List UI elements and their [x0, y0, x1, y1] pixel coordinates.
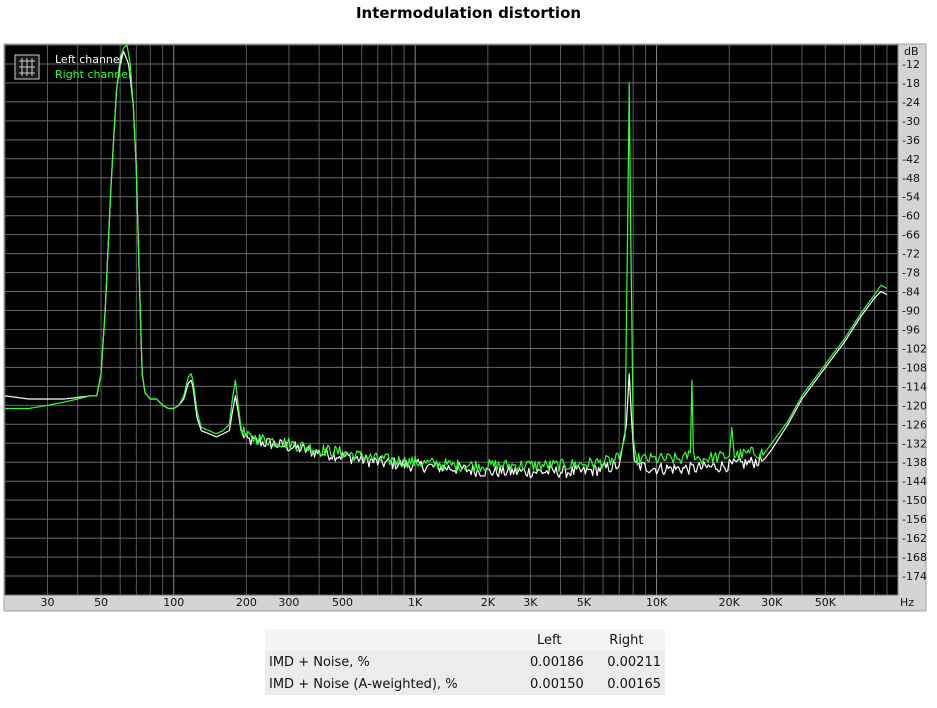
chart-title: Intermodulation distortion: [355, 4, 582, 22]
y-tick-label: -84: [902, 286, 920, 299]
y-tick-label: -114: [902, 380, 927, 393]
row-value-right: 0.00165: [607, 676, 661, 692]
results-header-label: [265, 629, 511, 651]
row-value-left: 0.00150: [530, 676, 584, 692]
x-tick-label: 30K: [761, 596, 783, 609]
y-tick-label: -78: [902, 267, 920, 280]
y-tick-label: -18: [902, 77, 920, 90]
x-tick-label: 20K: [719, 596, 741, 609]
y-tick-label: -36: [902, 134, 920, 147]
results-header-left: Left: [536, 632, 562, 648]
y-tick-label: -174: [902, 570, 927, 583]
x-tick-label: 10K: [646, 596, 668, 609]
results-table: Left Right IMD + Noise, % 0.00186 0.0021…: [265, 629, 665, 695]
x-tick-label: 1K: [408, 596, 423, 609]
x-tick-label: 300: [278, 596, 299, 609]
y-tick-label: -156: [902, 513, 927, 526]
y-tick-label: -54: [902, 191, 920, 204]
y-tick-label: -138: [902, 456, 927, 469]
y-tick-label: -66: [902, 229, 920, 242]
y-tick-label: -90: [902, 305, 920, 318]
row-label: IMD + Noise, %: [269, 654, 370, 670]
grid-lines: [4, 44, 899, 596]
table-row: IMD + Noise, % 0.00186 0.00211: [265, 651, 665, 673]
y-tick-label: -120: [902, 399, 927, 412]
axis-labels: 30 50 100 200 300 500 1K 2K 3K 5K 10K 20K 30K 50K -12 -…: [41, 58, 927, 609]
legend-right-channel: Right channel: [55, 68, 131, 81]
results-header-row: Left Right: [265, 629, 665, 651]
y-tick-label: -96: [902, 323, 920, 336]
x-tick-label: 5K: [577, 596, 592, 609]
series-right-channel: [5, 44, 888, 473]
y-tick-label: -60: [902, 210, 920, 223]
table-row: IMD + Noise (A-weighted), % 0.00150 0.00…: [265, 673, 665, 695]
y-tick-label: -30: [902, 115, 920, 128]
y-tick-label: -162: [902, 532, 927, 545]
legend-icon-grid: [19, 58, 35, 76]
legend-left-channel: Left channel: [55, 53, 123, 66]
x-tick-label: 200: [236, 596, 257, 609]
y-tick-label: -150: [902, 494, 927, 507]
x-tick-label: 50: [94, 596, 108, 609]
series-layer: [4, 44, 888, 479]
y-tick-label: -144: [902, 475, 927, 488]
x-tick-label: 50K: [815, 596, 837, 609]
y-axis-unit: dB: [904, 45, 919, 58]
row-value-left: 0.00186: [530, 654, 584, 670]
plot-area: [5, 45, 898, 595]
y-tick-label: -126: [902, 418, 927, 431]
row-label: IMD + Noise (A-weighted), %: [269, 676, 458, 692]
y-tick-label: -42: [902, 153, 920, 166]
imd-chart: 30 50 100 200 300 500 1K 2K 3K 5K 10K 20K 30K 50K -12 -…: [3, 43, 927, 612]
y-tick-label: -72: [902, 248, 920, 261]
row-value-right: 0.00211: [607, 654, 661, 670]
y-tick-label: -12: [902, 58, 920, 71]
y-tick-label: -24: [902, 96, 920, 109]
x-tick-label: 2K: [481, 596, 496, 609]
x-tick-label: 30: [41, 596, 55, 609]
x-tick-label: 500: [332, 596, 353, 609]
y-tick-label: -48: [902, 172, 920, 185]
y-tick-label: -108: [902, 361, 927, 374]
legend: Left channel Right channel: [14, 53, 131, 81]
y-tick-label: -102: [902, 342, 927, 355]
y-tick-label: -168: [902, 551, 927, 564]
results-header-right: Right: [609, 632, 644, 648]
x-axis-unit: Hz: [900, 596, 914, 609]
y-tick-label: -132: [902, 437, 927, 450]
x-tick-label: 3K: [523, 596, 538, 609]
x-tick-label: 100: [163, 596, 184, 609]
